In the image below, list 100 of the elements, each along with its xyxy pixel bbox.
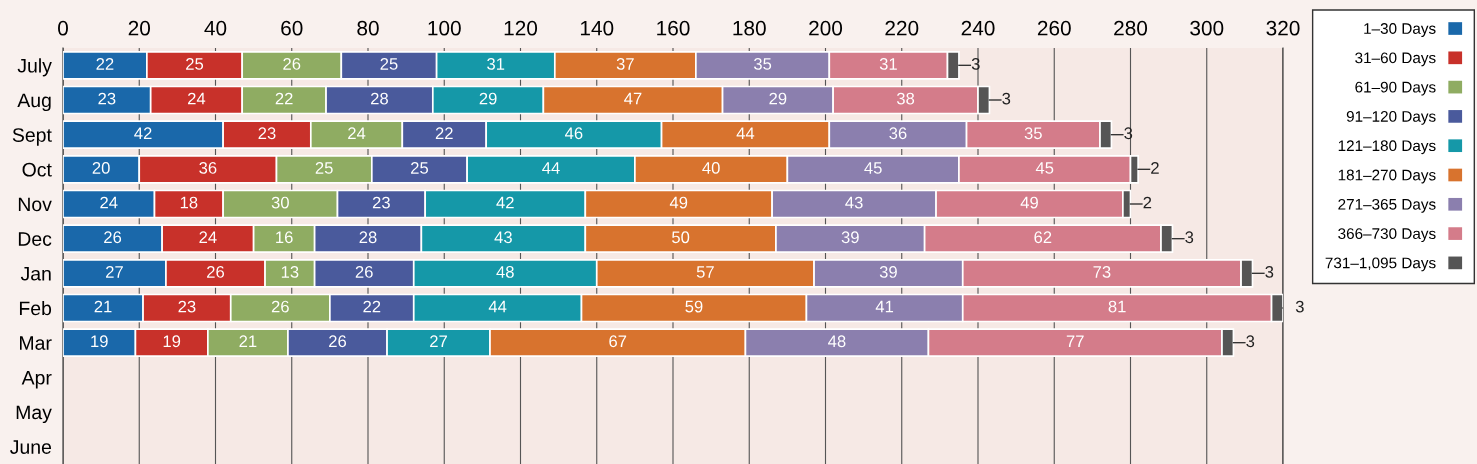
data-label: 26: [104, 231, 122, 244]
data-label: 50: [672, 231, 690, 244]
y-tick-label: Apr: [21, 371, 52, 389]
y-tick-label: Aug: [17, 93, 51, 112]
data-label: 26: [207, 266, 225, 278]
data-label: 28: [371, 92, 388, 105]
data-label: 39: [841, 231, 859, 244]
x-tick-label: 280: [1114, 20, 1148, 36]
y-tick-label: Dec: [18, 232, 52, 246]
data-label: 59: [685, 300, 703, 313]
y-tick-label: Feb: [19, 300, 52, 316]
data-label: 31: [487, 58, 505, 70]
legend-label: 271–365 Days: [1338, 198, 1436, 213]
data-label: 45: [1035, 162, 1054, 174]
data-label: 29: [769, 92, 787, 105]
data-label: 26: [271, 300, 289, 313]
legend-label: 181–270 Days: [1338, 169, 1436, 184]
data-label: 73: [1093, 266, 1111, 278]
data-label: 13: [281, 266, 299, 278]
data-label: 24: [100, 196, 118, 209]
data-label: 26: [329, 335, 347, 348]
data-label: 31: [879, 58, 897, 70]
y-tick-label: Sept: [12, 128, 52, 146]
data-label: 67: [609, 335, 627, 348]
data-label: 29: [479, 92, 497, 105]
legend-label: 61–90 Days: [1355, 81, 1436, 96]
data-label: 30: [271, 196, 289, 209]
data-label: 19: [163, 335, 181, 348]
data-label: 47: [624, 92, 642, 105]
x-tick-label: 120: [504, 20, 538, 36]
data-label: 35: [753, 58, 772, 70]
x-tick-label: 260: [1037, 20, 1071, 36]
legend-label: 31–60 Days: [1355, 52, 1436, 67]
x-tick-label: 160: [657, 20, 690, 36]
y-tick-label: Jan: [20, 267, 51, 281]
data-label: 22: [275, 92, 293, 105]
data-label: 22: [96, 58, 114, 70]
legend-label: 366–730 Days: [1338, 228, 1436, 243]
x-tick-label: 140: [580, 20, 614, 36]
legend-label: 91–120 Days: [1346, 111, 1436, 125]
data-label: 3: [971, 58, 980, 70]
data-label: 24: [348, 127, 366, 139]
legend-label: 121–180 Days: [1338, 140, 1436, 155]
data-label: 23: [258, 127, 276, 140]
data-label: 43: [494, 231, 512, 244]
x-tick-label: 100: [428, 20, 461, 36]
data-label: 36: [889, 127, 907, 140]
data-label: 21: [239, 335, 257, 347]
data-label: 22: [435, 127, 453, 139]
data-label: 3: [1002, 92, 1011, 105]
data-label: 20: [92, 162, 110, 174]
data-label: 39: [879, 266, 897, 278]
x-tick-label: 60: [281, 20, 303, 36]
data-label: 2: [1143, 196, 1152, 209]
data-label: 44: [488, 300, 507, 313]
data-label: 81: [1108, 300, 1126, 313]
y-tick-label: May: [16, 405, 52, 424]
data-label: 25: [380, 58, 398, 70]
x-tick-label: 240: [961, 20, 995, 36]
x-tick-label: 320: [1266, 20, 1300, 36]
data-label: 62: [1034, 231, 1052, 244]
data-label: 36: [199, 162, 217, 174]
data-label: 77: [1066, 335, 1084, 347]
x-tick-label: 40: [204, 20, 227, 36]
data-label: 40: [702, 162, 720, 174]
data-label: 49: [1020, 196, 1038, 209]
data-label: 24: [188, 92, 206, 105]
data-label: 22: [363, 300, 381, 313]
data-label: 23: [98, 92, 116, 105]
x-tick-label: 180: [733, 20, 766, 36]
y-tick-label: July: [17, 58, 52, 77]
data-label: 43: [845, 196, 863, 209]
x-tick-label: 80: [357, 20, 379, 36]
data-label: 26: [355, 266, 373, 278]
data-label: 3: [1265, 266, 1274, 278]
data-label: 23: [372, 196, 390, 209]
y-tick-label: Mar: [20, 336, 52, 350]
x-tick-label: 20: [128, 20, 151, 36]
data-label: 42: [134, 127, 152, 139]
y-tick-label: June: [10, 440, 52, 454]
data-label: 3: [1185, 231, 1194, 244]
data-label: 48: [496, 266, 514, 278]
legend-label: 1–30 Days: [1364, 23, 1436, 37]
data-label: 37: [616, 58, 634, 70]
data-label: 19: [91, 335, 108, 348]
x-tick-label: 220: [885, 20, 919, 36]
data-label: 35: [1024, 127, 1042, 140]
data-label: 2: [1151, 162, 1159, 174]
y-tick-label: Oct: [22, 162, 52, 177]
data-label: 42: [496, 196, 514, 209]
data-label: 16: [276, 231, 293, 244]
data-label: 24: [199, 231, 217, 243]
data-label: 44: [736, 127, 755, 139]
data-label: 27: [106, 266, 123, 278]
data-label: 57: [696, 266, 714, 278]
data-label: 45: [864, 162, 882, 174]
data-label: 28: [359, 231, 377, 244]
data-label: 25: [411, 162, 429, 174]
data-label: 49: [669, 196, 688, 209]
data-label: 26: [283, 58, 301, 70]
